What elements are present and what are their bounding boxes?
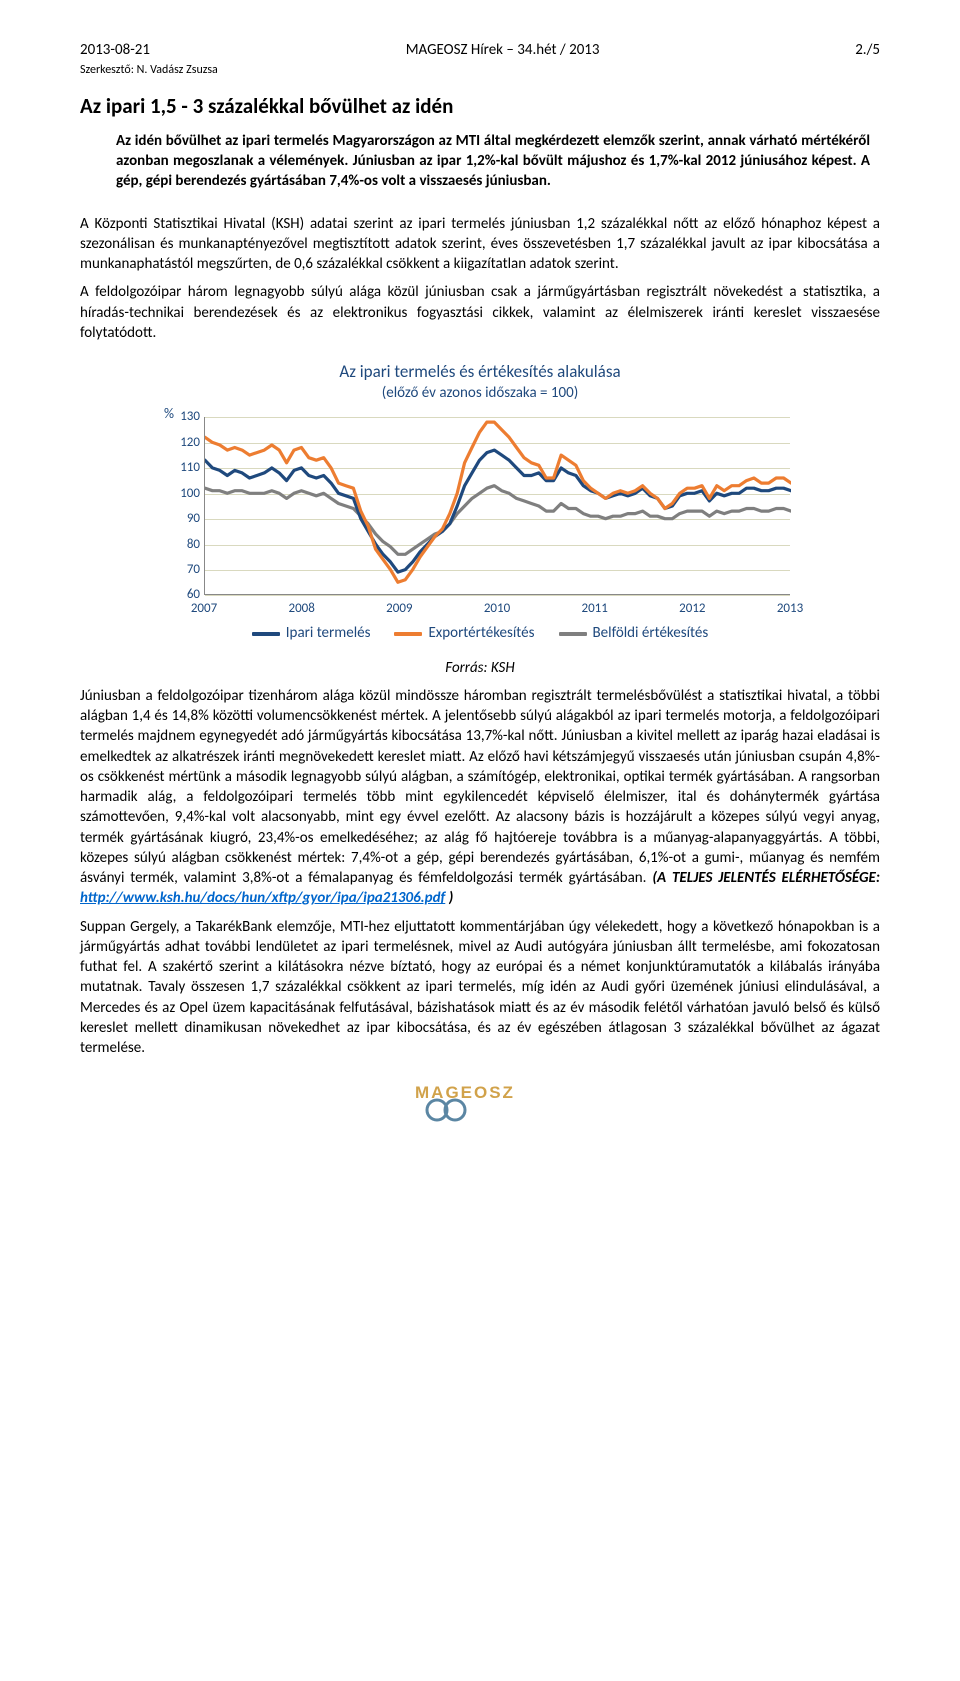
header-date: 2013-08-21 [80,40,150,60]
y-tick-label: 110 [168,459,200,477]
legend-item-export: Exportértékesítés [394,623,534,643]
chart-plot-svg [205,417,791,595]
gridline [205,595,790,596]
legend-label-domestic: Belföldi értékesítés [593,623,709,643]
footer-logo: MAGEOSZ [80,1080,880,1130]
chart-source: Forrás: KSH [80,658,880,678]
legend-item-production: Ipari termelés [252,623,371,643]
y-tick-label: 90 [168,510,200,528]
x-tick-label: 2012 [679,600,705,618]
y-tick-label: 130 [168,409,200,427]
legend-swatch-domestic [559,632,587,636]
header-page-number: 2./5 [855,40,880,60]
header-title: MAGEOSZ Hírek – 34.hét / 2013 [406,40,600,60]
series-domestic [205,486,791,555]
paragraph-3: Júniusban a feldolgozóipar tizenhárom al… [80,686,880,909]
svg-text:MAGEOSZ: MAGEOSZ [415,1083,515,1102]
lead-paragraph: Az idén bővülhet az ipari termelés Magya… [116,131,870,192]
paragraph-3-text: Júniusban a feldolgozóipar tizenhárom al… [80,687,880,887]
legend-label-export: Exportértékesítés [428,623,534,643]
chart-subtitle: (előző év azonos időszaka = 100) [160,383,800,403]
report-link[interactable]: http://www.ksh.hu/docs/hun/xftp/gyor/ipa… [80,889,445,907]
paragraph-2: A feldolgozóipar három legnagyobb súlyú … [80,282,880,343]
x-tick-label: 2009 [386,600,412,618]
y-tick-label: 120 [168,434,200,452]
header-editor: Szerkesztő: N. Vadász Zsuzsa [80,62,880,78]
legend-swatch-production [252,632,280,636]
page-title: Az ipari 1,5 - 3 százalékkal bővülhet az… [80,92,880,120]
y-tick-label: 70 [168,561,200,579]
chart-container: Az ipari termelés és értékesítés alakulá… [160,361,800,644]
series-export [205,422,791,582]
x-tick-label: 2013 [777,600,803,618]
report-link-close: ) [449,889,454,907]
y-tick-label: 100 [168,485,200,503]
chart-legend: Ipari termelés Exportértékesítés Belföld… [160,623,800,643]
x-tick-label: 2010 [484,600,510,618]
paragraph-1: A Központi Statisztikai Hivatal (KSH) ad… [80,214,880,275]
x-tick-label: 2007 [191,600,217,618]
mageosz-logo-icon: MAGEOSZ [405,1080,555,1124]
chart-title: Az ipari termelés és értékesítés alakulá… [160,361,800,383]
x-tick-label: 2008 [288,600,314,618]
report-availability-label: (A TELJES JELENTÉS ELÉRHETŐSÉGE: [652,869,880,887]
paragraph-4: Suppan Gergely, a TakarékBank elemzője, … [80,917,880,1059]
legend-label-production: Ipari termelés [286,623,371,643]
legend-swatch-export [394,632,422,636]
y-tick-label: 80 [168,536,200,554]
x-tick-label: 2011 [581,600,607,618]
legend-item-domestic: Belföldi értékesítés [559,623,709,643]
